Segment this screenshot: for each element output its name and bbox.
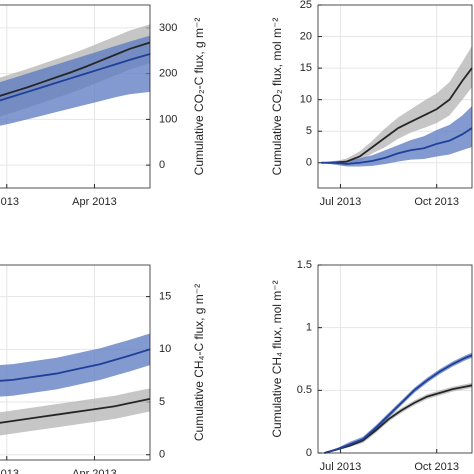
y-tick-label: 0 bbox=[159, 159, 165, 171]
y-tick-label: 0.5 bbox=[297, 384, 312, 396]
x-tick-label: 2013 bbox=[0, 468, 19, 474]
y-axis-label: Cumulative CO₂-C flux, g m⁻² bbox=[192, 18, 206, 176]
y-tick-label: 0 bbox=[159, 449, 165, 461]
y-tick-label: 0 bbox=[306, 447, 312, 459]
y-tick-label: 0 bbox=[306, 157, 312, 169]
y-tick-label: 200 bbox=[159, 68, 177, 80]
y-tick-label: 5 bbox=[306, 125, 312, 137]
series-line bbox=[324, 354, 473, 454]
plot-area bbox=[318, 265, 472, 453]
x-tick-label: Apr 2013 bbox=[72, 468, 117, 474]
x-tick-label: Oct 2013 bbox=[414, 461, 459, 473]
y-tick-label: 10 bbox=[159, 343, 171, 355]
x-tick-label: 2013 bbox=[0, 196, 19, 208]
series-line bbox=[0, 53, 151, 102]
band bbox=[0, 35, 150, 126]
y-tick-label: 15 bbox=[300, 62, 312, 74]
axes-box bbox=[0, 264, 151, 461]
y-tick-label: 20 bbox=[300, 30, 312, 42]
y-axis-label: Cumulative CH₄ flux, mol m⁻² bbox=[270, 280, 284, 437]
band bbox=[321, 105, 472, 167]
y-tick-label: 100 bbox=[159, 113, 177, 125]
x-tick-label: Jul 2013 bbox=[320, 196, 362, 208]
y-axis-label: Cumulative CH₄-C flux, g m⁻² bbox=[192, 284, 206, 441]
series-line bbox=[321, 127, 473, 165]
y-tick-label: 5 bbox=[159, 396, 165, 408]
y-tick-label: 10 bbox=[300, 94, 312, 106]
axes-box bbox=[0, 4, 151, 189]
y-tick-label: 1.5 bbox=[297, 259, 312, 271]
y-tick-label: 25 bbox=[300, 0, 312, 11]
series-line bbox=[0, 348, 151, 382]
band bbox=[324, 382, 472, 453]
series-line bbox=[0, 397, 151, 424]
y-tick-label: 1 bbox=[306, 322, 312, 334]
series-line bbox=[321, 67, 473, 164]
series-line bbox=[324, 384, 473, 454]
x-tick-label: Jul 2013 bbox=[320, 461, 362, 473]
y-tick-label: 300 bbox=[159, 22, 177, 34]
band bbox=[0, 333, 150, 397]
axes-box bbox=[317, 4, 473, 189]
axes-box bbox=[317, 264, 473, 454]
series-line bbox=[0, 41, 151, 97]
y-tick-label: 15 bbox=[159, 291, 171, 303]
x-tick-label: Oct 2013 bbox=[414, 196, 459, 208]
x-tick-label: Apr 2013 bbox=[72, 196, 117, 208]
y-axis-label: Cumulative CO₂ flux, mol m⁻² bbox=[270, 18, 284, 176]
